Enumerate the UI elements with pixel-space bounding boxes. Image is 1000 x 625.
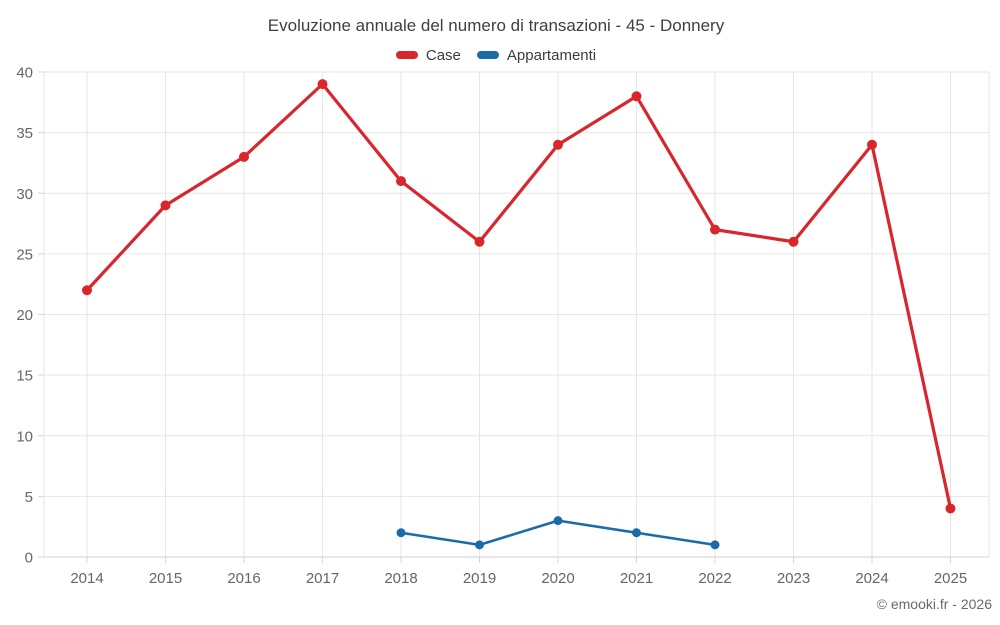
marker-case-2020[interactable]: [553, 139, 563, 150]
marker-case-2019[interactable]: [474, 236, 485, 247]
y-tick-label: 30: [16, 186, 33, 203]
legend-label-case: Case: [425, 46, 461, 64]
x-tick-label: 2023: [777, 570, 810, 587]
marker-case-2024[interactable]: [867, 139, 877, 150]
x-tick-label: 2021: [620, 570, 653, 587]
x-tick-label: 2017: [306, 570, 339, 587]
x-tick-label: 2022: [698, 570, 731, 587]
chart-legend: Case Appartamenti: [0, 45, 992, 65]
marker-appartamenti-2020[interactable]: [553, 516, 563, 526]
case-legend-swatch-icon: [395, 51, 418, 59]
y-tick-label: 40: [16, 65, 33, 82]
y-tick-label: 35: [16, 125, 33, 142]
chart-title: Evoluzione annuale del numero di transaz…: [267, 16, 725, 35]
marker-case-2021[interactable]: [631, 91, 642, 102]
marker-case-2015[interactable]: [160, 200, 171, 211]
y-tick-label: 5: [25, 489, 33, 506]
x-tick-label: 2020: [541, 570, 574, 587]
marker-appartamenti-2018[interactable]: [396, 528, 406, 538]
attribution-text: © emooki.fr - 2026: [876, 596, 992, 612]
y-tick-label: 25: [16, 246, 33, 263]
marker-case-2018[interactable]: [396, 176, 406, 187]
marker-case-2025[interactable]: [945, 503, 956, 514]
marker-case-2016[interactable]: [239, 151, 249, 162]
y-tick-label: 15: [16, 368, 33, 385]
x-tick-label: 2018: [384, 570, 417, 587]
marker-case-2014[interactable]: [82, 285, 92, 296]
x-tick-label: 2025: [934, 570, 967, 587]
marker-appartamenti-2019[interactable]: [475, 540, 484, 550]
y-tick-label: 0: [25, 550, 33, 567]
legend-item-case[interactable]: Case: [395, 46, 461, 64]
x-tick-label: 2014: [70, 570, 103, 587]
x-tick-label: 2019: [463, 570, 496, 587]
legend-item-appartamenti[interactable]: Appartamenti: [476, 46, 597, 64]
x-tick-label: 2015: [149, 570, 182, 587]
y-tick-label: 20: [16, 307, 33, 324]
legend-label-appartamenti: Appartamenti: [506, 46, 597, 64]
marker-appartamenti-2021[interactable]: [632, 528, 641, 538]
y-tick-label: 10: [16, 428, 33, 445]
marker-case-2023[interactable]: [788, 236, 799, 247]
marker-case-2017[interactable]: [317, 79, 328, 90]
appartamenti-legend-swatch-icon: [476, 51, 499, 59]
series-line-case: [85, 82, 953, 511]
marker-appartamenti-2022[interactable]: [710, 540, 720, 550]
x-tick-label: 2016: [227, 570, 260, 587]
x-tick-label: 2024: [855, 570, 888, 587]
marker-case-2022[interactable]: [710, 224, 720, 235]
